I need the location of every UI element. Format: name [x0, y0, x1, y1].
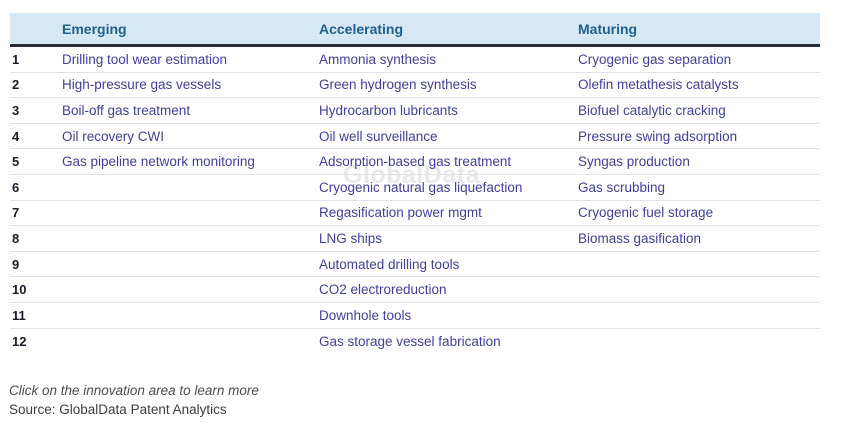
row-number: 3: [12, 102, 20, 118]
table-row: 7 Regasification power mgmt Cryogenic fu…: [10, 201, 820, 227]
innovation-link-maturing[interactable]: Cryogenic gas separation: [578, 51, 732, 67]
table-row: 4 Oil recovery CWI Oil well surveillance…: [10, 124, 820, 150]
row-number: 2: [12, 77, 20, 93]
column-header-emerging: Emerging: [62, 20, 127, 37]
table-footer: Click on the innovation area to learn mo…: [9, 381, 259, 419]
innovation-link-emerging[interactable]: Drilling tool wear estimation: [62, 51, 228, 67]
table-row: 5 Gas pipeline network monitoring Adsorp…: [10, 149, 820, 175]
row-number: 7: [12, 205, 20, 221]
row-number: 9: [12, 256, 20, 272]
innovation-link-maturing[interactable]: Cryogenic fuel storage: [578, 205, 714, 221]
row-number: 1: [12, 51, 20, 67]
innovation-link-accelerating[interactable]: Cryogenic natural gas liquefaction: [319, 179, 523, 195]
row-number: 11: [12, 307, 26, 323]
table-header-row: Emerging Accelerating Maturing: [10, 13, 820, 47]
innovation-link-emerging[interactable]: Oil recovery CWI: [62, 128, 165, 144]
column-header-accelerating: Accelerating: [319, 20, 404, 37]
row-number: 12: [12, 333, 27, 349]
innovation-link-maturing[interactable]: Syngas production: [578, 154, 690, 170]
innovation-link-maturing[interactable]: Biomass gasification: [578, 230, 702, 246]
innovation-link-accelerating[interactable]: Automated drilling tools: [319, 256, 460, 272]
innovation-link-maturing[interactable]: Gas scrubbing: [578, 179, 666, 195]
table-row: 3 Boil-off gas treatment Hydrocarbon lub…: [10, 98, 820, 124]
innovation-link-accelerating[interactable]: Oil well surveillance: [319, 128, 438, 144]
table-row: 8 LNG ships Biomass gasification: [10, 226, 820, 252]
globaldata-watermark: GlobalData: [343, 161, 480, 189]
table-row: 9 Automated drilling tools: [10, 252, 820, 278]
innovation-link-maturing[interactable]: Olefin metathesis catalysts: [578, 77, 739, 93]
table-row: 1 Drilling tool wear estimation Ammonia …: [10, 47, 820, 73]
row-number: 10: [12, 282, 27, 298]
innovation-link-accelerating[interactable]: Ammonia synthesis: [319, 51, 437, 67]
table-row: 6 Cryogenic natural gas liquefaction Gas…: [10, 175, 820, 201]
interaction-hint: Click on the innovation area to learn mo…: [9, 383, 259, 398]
row-number: 4: [12, 128, 20, 144]
table-row: 2 High-pressure gas vessels Green hydrog…: [10, 73, 820, 99]
innovation-link-accelerating[interactable]: Hydrocarbon lubricants: [319, 102, 458, 118]
innovation-link-maturing[interactable]: Biofuel catalytic cracking: [578, 102, 726, 118]
source-attribution: Source: GlobalData Patent Analytics: [9, 402, 227, 417]
table-row: 12 Gas storage vessel fabrication: [10, 329, 820, 355]
row-number: 6: [12, 179, 20, 195]
innovation-link-accelerating[interactable]: LNG ships: [319, 230, 383, 246]
innovation-link-emerging[interactable]: Gas pipeline network monitoring: [62, 154, 255, 170]
row-number: 5: [12, 154, 20, 170]
innovation-link-maturing[interactable]: Pressure swing adsorption: [578, 128, 738, 144]
innovation-link-accelerating[interactable]: CO2 electroreduction: [319, 282, 447, 298]
table-row: 11 Downhole tools: [10, 303, 820, 329]
row-number: 8: [12, 230, 20, 246]
innovation-link-emerging[interactable]: Boil-off gas treatment: [62, 102, 191, 118]
innovation-link-accelerating[interactable]: Green hydrogen synthesis: [319, 77, 477, 93]
innovation-link-accelerating[interactable]: Gas storage vessel fabrication: [319, 333, 501, 349]
innovation-link-accelerating[interactable]: Regasification power mgmt: [319, 205, 482, 221]
table-row: 10 CO2 electroreduction: [10, 277, 820, 303]
innovation-link-emerging[interactable]: High-pressure gas vessels: [62, 77, 222, 93]
column-header-maturing: Maturing: [578, 20, 638, 37]
innovation-link-accelerating[interactable]: Adsorption-based gas treatment: [319, 154, 512, 170]
innovation-link-accelerating[interactable]: Downhole tools: [319, 307, 412, 323]
innovation-maturity-table: Emerging Accelerating Maturing 1 Drillin…: [10, 13, 820, 354]
